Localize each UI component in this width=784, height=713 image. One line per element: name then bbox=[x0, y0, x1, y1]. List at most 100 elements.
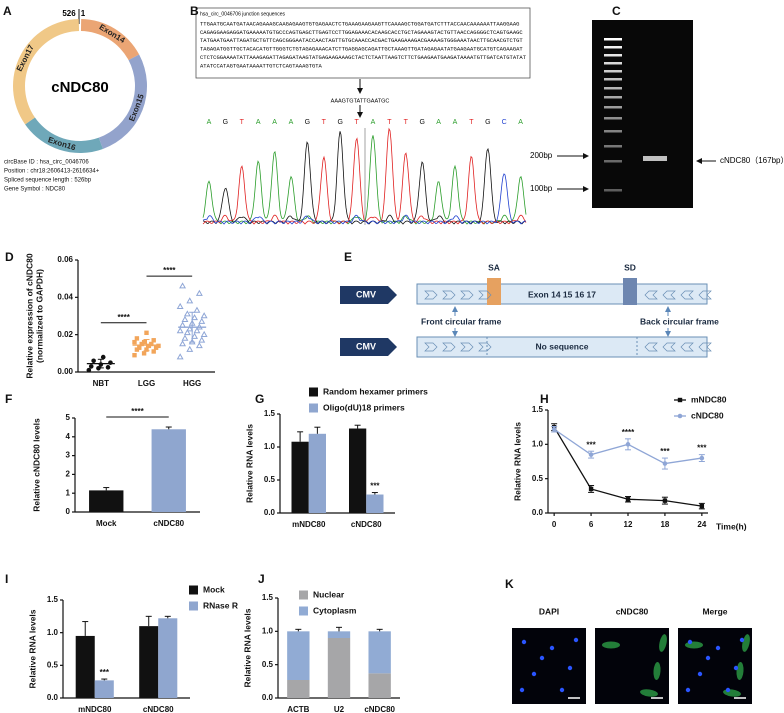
legend-label: Oligo(dU)18 primers bbox=[323, 402, 405, 412]
nucleus bbox=[567, 665, 573, 671]
legend-swatch bbox=[299, 606, 308, 616]
chromatogram-trace bbox=[202, 173, 527, 225]
y-tick-label: 1.5 bbox=[264, 409, 276, 418]
ladder-band bbox=[604, 145, 622, 148]
sample-band bbox=[643, 156, 667, 161]
chromatogram-trace bbox=[202, 131, 527, 225]
point bbox=[179, 321, 187, 328]
y-tick-label: 0.0 bbox=[262, 693, 274, 702]
x-tick-label: cNDC80 bbox=[153, 519, 184, 528]
y-tick-label: 1 bbox=[66, 488, 71, 497]
panel-label: D bbox=[5, 250, 14, 264]
chevron bbox=[680, 290, 694, 300]
y-tick-label: 1.5 bbox=[532, 405, 544, 414]
sa-label: SA bbox=[488, 262, 500, 272]
base-call: G bbox=[223, 119, 228, 126]
exon-arc bbox=[25, 117, 103, 153]
panel-label: K bbox=[505, 577, 514, 591]
point bbox=[153, 345, 159, 350]
point bbox=[137, 345, 142, 350]
chevron bbox=[460, 290, 474, 300]
ladder-band bbox=[604, 96, 622, 99]
chevron bbox=[478, 290, 492, 300]
point bbox=[132, 353, 137, 358]
chevron bbox=[460, 342, 474, 352]
bar-segment bbox=[327, 638, 351, 698]
x-tick-label: mNDC80 bbox=[78, 705, 112, 713]
x-tick-label: 18 bbox=[660, 520, 669, 529]
point bbox=[551, 426, 557, 432]
panel-label: J bbox=[258, 572, 265, 586]
base-call: T bbox=[322, 119, 327, 126]
point bbox=[141, 351, 147, 356]
bar bbox=[151, 429, 186, 512]
significance: *** bbox=[660, 447, 670, 456]
y-tick-label: 1.0 bbox=[262, 626, 274, 635]
panel-label: E bbox=[344, 250, 352, 264]
y-tick-label: 0.04 bbox=[57, 292, 73, 301]
promoter-label: CMV bbox=[356, 289, 376, 299]
point bbox=[588, 452, 594, 457]
sequence-line: CTCTCGGAAAATATTAAAGAGATTAGAGATAAGTATGAGA… bbox=[200, 55, 527, 61]
info-line: Gene Symbol : NDC80 bbox=[4, 187, 66, 193]
legend-marker bbox=[677, 413, 683, 419]
nucleus bbox=[539, 655, 545, 661]
bar-segment bbox=[287, 631, 310, 680]
base-call: C bbox=[502, 119, 507, 126]
cell-body bbox=[640, 689, 658, 697]
exon-arc bbox=[98, 54, 147, 149]
ladder-band bbox=[604, 54, 622, 57]
point bbox=[662, 498, 668, 503]
base-call: T bbox=[469, 119, 474, 126]
point bbox=[144, 330, 149, 335]
image-label: Merge bbox=[702, 606, 727, 616]
point bbox=[186, 297, 194, 304]
info-line: Spliced sequence length : 526bp bbox=[4, 178, 92, 184]
base-call: G bbox=[419, 119, 424, 126]
significance: **** bbox=[622, 428, 635, 437]
point bbox=[181, 315, 189, 323]
legend-label: RNase R bbox=[203, 600, 238, 610]
info-line: circBase ID : hsa_circ_0046706 bbox=[4, 160, 89, 166]
x-tick-label: 0 bbox=[552, 520, 557, 529]
bar-segment bbox=[368, 673, 391, 698]
x-tick-label: mNDC80 bbox=[292, 520, 326, 529]
legend-swatch bbox=[299, 590, 308, 600]
point bbox=[146, 343, 152, 349]
point bbox=[195, 342, 203, 349]
junction-label: 1 bbox=[81, 9, 86, 18]
bar-segment bbox=[368, 631, 391, 674]
point bbox=[179, 340, 187, 347]
ladder-band bbox=[604, 62, 622, 65]
significance: **** bbox=[131, 407, 144, 416]
base-call: A bbox=[256, 119, 261, 126]
ladder-band bbox=[604, 189, 622, 192]
nucleus bbox=[519, 687, 525, 693]
base-call: A bbox=[272, 119, 277, 126]
nucleus bbox=[687, 639, 693, 645]
sequence-box bbox=[195, 7, 531, 79]
nucleus bbox=[559, 687, 565, 693]
point bbox=[200, 330, 208, 337]
legend-label: Nuclear bbox=[313, 589, 345, 599]
point bbox=[183, 310, 191, 317]
y-tick-label: 0.00 bbox=[57, 367, 73, 376]
y-tick-label: 5 bbox=[66, 413, 71, 422]
circ-diagram: cNDC80 526 1 circBase ID : hsa_circ_0046… bbox=[4, 9, 147, 193]
bar bbox=[291, 441, 309, 513]
legend-label: Cytoplasm bbox=[313, 605, 357, 615]
nucleus bbox=[521, 639, 527, 645]
significance: **** bbox=[117, 313, 130, 322]
significance: *** bbox=[100, 668, 110, 677]
y-axis-label: Relative RNA levels bbox=[242, 608, 252, 687]
x-tick-label: HGG bbox=[183, 379, 201, 388]
base-call: A bbox=[453, 119, 458, 126]
sa-site bbox=[487, 278, 501, 305]
base-call: T bbox=[404, 119, 409, 126]
panel-label: A bbox=[3, 4, 12, 18]
base-call: G bbox=[305, 119, 310, 126]
y-tick-label: 2 bbox=[66, 470, 71, 479]
point bbox=[88, 364, 94, 369]
sequence-line: TAGAGATGGTTGCTACACATGTTGGGTCTGTAGAGAAACA… bbox=[200, 47, 523, 53]
ladder-band bbox=[604, 78, 622, 81]
